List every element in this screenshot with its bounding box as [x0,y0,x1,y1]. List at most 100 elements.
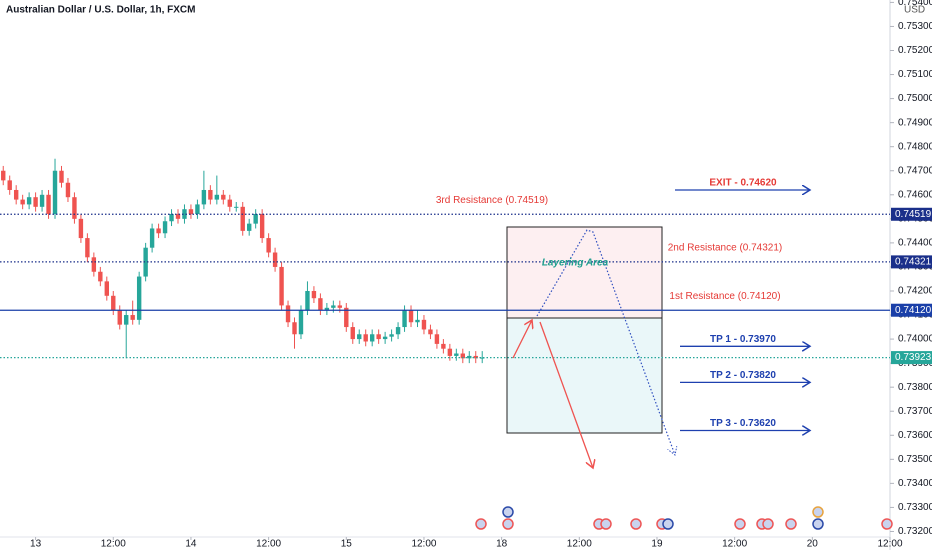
y-tick-label: 0.75200 [898,45,932,56]
candle-body [331,305,336,308]
candle-body [162,221,168,234]
chart-title: Australian Dollar / U.S. Dollar, 1h, FXC… [6,5,195,16]
x-tick-label: 13 [30,539,42,550]
candle-body [85,238,90,258]
candle-body [473,355,478,359]
candle-body [460,353,465,359]
candle-body [305,290,310,311]
y-tick-label: 0.74800 [898,141,932,152]
candle-body [91,257,97,272]
x-tick-label: 12:00 [722,539,747,550]
target-label: TP 1 - 0.73970 [710,334,776,345]
candle-body [182,209,187,219]
candle-body [234,206,239,208]
candle-body [201,189,207,205]
price-tag-label: 0.74519 [895,209,932,220]
candle-body [26,197,32,205]
candle-body [421,319,427,330]
candle-body [13,189,19,200]
candle-body [188,209,194,215]
candle-body [408,310,414,323]
candle-body [208,189,213,200]
candle-body [1,170,6,181]
candle-body [337,305,343,308]
x-tick-label: 12:00 [877,539,902,550]
y-tick-label: 0.75100 [898,69,932,80]
layering-zone [506,226,663,319]
resistance-label: 2nd Resistance (0.74321) [668,243,783,254]
event-icons [475,506,893,530]
candle-body [195,204,200,215]
candle-body [247,223,252,231]
candle-body [72,197,77,219]
resistance-label: 3rd Resistance (0.74519) [436,195,548,206]
candle-body [415,319,420,323]
x-tick-label: 18 [496,539,508,550]
candle-body [395,327,401,335]
y-tick-label: 0.73400 [898,478,932,489]
price-tag [891,303,932,317]
candle-body [7,180,12,190]
candle-body [253,214,258,224]
candle-body [59,170,64,183]
candle-body [240,206,245,231]
candle-body [279,266,284,306]
projection-path [536,229,675,455]
candle-body [227,199,232,207]
y-tick-label: 0.74700 [898,165,932,176]
price-tag [891,207,932,221]
candle-body [311,290,317,299]
price-tag-label: 0.74321 [895,257,932,268]
x-tick-label: 15 [341,539,353,550]
candle-body [376,334,381,340]
y-tick-label: 0.73800 [898,382,932,393]
resistance-label: 1st Resistance (0.74120) [669,291,780,302]
candle-body [156,228,161,234]
y-tick-label: 0.73600 [898,430,932,441]
price-tag [891,255,932,269]
x-tick-label: 20 [807,539,819,550]
candle-body [298,310,304,335]
candle-body [214,194,220,200]
y-tick-label: 0.73300 [898,502,932,513]
candle-body [480,357,485,359]
y-tick-label: 0.74400 [898,238,932,249]
entry-arrow [512,320,532,359]
candle-body [285,305,291,323]
candle-body [169,214,174,222]
target-label: EXIT - 0.74620 [709,178,777,189]
candle-body [124,315,129,325]
y-tick-label: 0.75300 [898,21,932,32]
candle-body [318,298,323,311]
candle-body [324,307,330,311]
candle-body [441,343,446,349]
y-tick-label: 0.73200 [898,526,932,537]
candle-body [98,271,103,282]
y-tick-label: 0.74600 [898,189,932,200]
drop-arrow [539,321,593,468]
candle-body [272,252,278,267]
candle-body [454,353,459,356]
candle-body [104,281,109,296]
y-tick-label: 0.74200 [898,286,932,297]
y-tick-label: 0.73500 [898,454,932,465]
target-zone [506,317,663,434]
candle-body [357,334,362,340]
x-tick-label: 12:00 [567,539,592,550]
price-tag-label: 0.73923 [895,352,932,363]
x-tick-label: 12:00 [256,539,281,550]
y-tick-label: 0.74900 [898,117,932,128]
candle-body [447,348,453,356]
candle-body [65,182,71,198]
y-tick-label: 0.75000 [898,93,932,104]
y-tick-label: 0.75400 [898,0,932,8]
candle-body [143,247,148,277]
candle-body [402,310,407,328]
y-tick-label: 0.73700 [898,406,932,417]
candle-body [52,170,58,215]
candle-body [382,336,388,340]
candle-body [175,214,181,219]
